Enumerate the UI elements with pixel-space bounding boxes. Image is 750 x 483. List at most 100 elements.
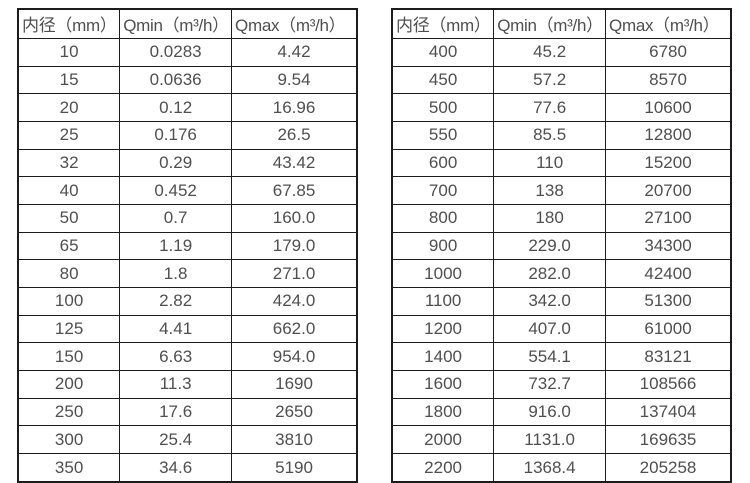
cell-qmax: 43.42 [231, 148, 358, 178]
cell-qmax: 16.96 [231, 93, 358, 123]
cell-inner-diameter: 1200 [391, 314, 495, 344]
cell-qmax: 12800 [605, 121, 732, 150]
cell-qmin: 57.2 [493, 65, 607, 95]
cell-qmin: 110 [493, 148, 607, 178]
cell-inner-diameter: 80 [17, 259, 121, 289]
cell-qmin: 1.8 [119, 259, 233, 289]
flow-table-large-diameters: 内径（mm） Qmin（m³/h） Qmax（m³/h） 400 45.2 6780… [391, 8, 732, 483]
cell-inner-diameter: 25 [17, 121, 121, 150]
cell-inner-diameter: 2200 [391, 453, 495, 483]
cell-qmin: 554.1 [493, 342, 607, 372]
cell-qmin: 732.7 [493, 370, 607, 399]
cell-qmin: 0.176 [119, 121, 233, 150]
cell-inner-diameter: 700 [391, 176, 495, 206]
cell-qmin: 1368.4 [493, 453, 607, 483]
cell-inner-diameter: 1600 [391, 370, 495, 399]
table-row: 150 6.63 954.0 [17, 342, 358, 372]
cell-qmax: 424.0 [231, 287, 358, 316]
cell-qmax: 20700 [605, 176, 732, 206]
cell-qmax: 8570 [605, 65, 732, 95]
cell-inner-diameter: 15 [17, 65, 121, 95]
cell-inner-diameter: 450 [391, 65, 495, 95]
cell-qmin: 0.12 [119, 93, 233, 123]
cell-qmax: 34300 [605, 231, 732, 261]
cell-qmax: 1690 [231, 370, 358, 399]
cell-qmin: 0.0283 [119, 38, 233, 67]
cell-qmin: 0.29 [119, 148, 233, 178]
table-row: 500 77.6 10600 [391, 93, 732, 123]
table-row: 80 1.8 271.0 [17, 259, 358, 289]
cell-qmin: 916.0 [493, 397, 607, 427]
cell-inner-diameter: 1800 [391, 397, 495, 427]
cell-qmin: 11.3 [119, 370, 233, 399]
table-row: 15 0.0636 9.54 [17, 65, 358, 95]
cell-qmin: 17.6 [119, 397, 233, 427]
cell-qmin: 138 [493, 176, 607, 206]
cell-inner-diameter: 800 [391, 204, 495, 233]
cell-inner-diameter: 125 [17, 314, 121, 344]
table-row: 400 45.2 6780 [391, 38, 732, 67]
cell-qmin: 229.0 [493, 231, 607, 261]
cell-qmax: 137404 [605, 397, 732, 427]
cell-inner-diameter: 900 [391, 231, 495, 261]
table-row: 2200 1368.4 205258 [391, 453, 732, 483]
cell-qmax: 205258 [605, 453, 732, 483]
cell-inner-diameter: 200 [17, 370, 121, 399]
cell-qmin: 0.7 [119, 204, 233, 233]
table-row: 600 110 15200 [391, 148, 732, 178]
cell-qmin: 34.6 [119, 453, 233, 483]
cell-inner-diameter: 1400 [391, 342, 495, 372]
cell-qmin: 6.63 [119, 342, 233, 372]
table-row: 700 138 20700 [391, 176, 732, 206]
table-row: 20 0.12 16.96 [17, 93, 358, 123]
cell-inner-diameter: 150 [17, 342, 121, 372]
header-inner-diameter: 内径（mm） [17, 8, 121, 39]
cell-qmin: 0.0636 [119, 65, 233, 95]
table-row: 900 229.0 34300 [391, 231, 732, 261]
cell-qmax: 108566 [605, 370, 732, 399]
cell-inner-diameter: 32 [17, 148, 121, 178]
table-row: 10 0.0283 4.42 [17, 38, 358, 67]
cell-qmax: 10600 [605, 93, 732, 123]
cell-qmin: 25.4 [119, 425, 233, 455]
table-row: 50 0.7 160.0 [17, 204, 358, 233]
table-row: 550 85.5 12800 [391, 121, 732, 150]
table-row: 1000 282.0 42400 [391, 259, 732, 289]
table-row: 25 0.176 26.5 [17, 121, 358, 150]
cell-qmax: 6780 [605, 38, 732, 67]
table-row: 1200 407.0 61000 [391, 314, 732, 344]
table-row: 100 2.82 424.0 [17, 287, 358, 316]
table-row: 450 57.2 8570 [391, 65, 732, 95]
cell-qmax: 179.0 [231, 231, 358, 261]
table-row: 32 0.29 43.42 [17, 148, 358, 178]
cell-qmax: 9.54 [231, 65, 358, 95]
cell-inner-diameter: 40 [17, 176, 121, 206]
table-row: 2000 1131.0 169635 [391, 425, 732, 455]
cell-inner-diameter: 250 [17, 397, 121, 427]
cell-inner-diameter: 300 [17, 425, 121, 455]
cell-qmin: 2.82 [119, 287, 233, 316]
cell-qmax: 26.5 [231, 121, 358, 150]
cell-qmin: 85.5 [493, 121, 607, 150]
cell-qmin: 1131.0 [493, 425, 607, 455]
cell-qmax: 5190 [231, 453, 358, 483]
cell-inner-diameter: 1100 [391, 287, 495, 316]
cell-qmax: 169635 [605, 425, 732, 455]
flow-table-small-diameters: 内径（mm） Qmin（m³/h） Qmax（m³/h） 10 0.0283 4.4… [17, 8, 358, 483]
header-qmin: Qmin（m³/h） [493, 8, 607, 39]
table-row: 350 34.6 5190 [17, 453, 358, 483]
table-row: 250 17.6 2650 [17, 397, 358, 427]
table-row: 65 1.19 179.0 [17, 231, 358, 261]
cell-qmin: 342.0 [493, 287, 607, 316]
cell-qmax: 67.85 [231, 176, 358, 206]
cell-qmin: 77.6 [493, 93, 607, 123]
table-row: 1100 342.0 51300 [391, 287, 732, 316]
cell-qmax: 42400 [605, 259, 732, 289]
table-row: 40 0.452 67.85 [17, 176, 358, 206]
header-qmin: Qmin（m³/h） [119, 8, 233, 39]
cell-qmax: 4.42 [231, 38, 358, 67]
cell-qmax: 2650 [231, 397, 358, 427]
table-row: 300 25.4 3810 [17, 425, 358, 455]
cell-qmin: 282.0 [493, 259, 607, 289]
header-row: 内径（mm） Qmin（m³/h） Qmax（m³/h） [17, 8, 358, 39]
